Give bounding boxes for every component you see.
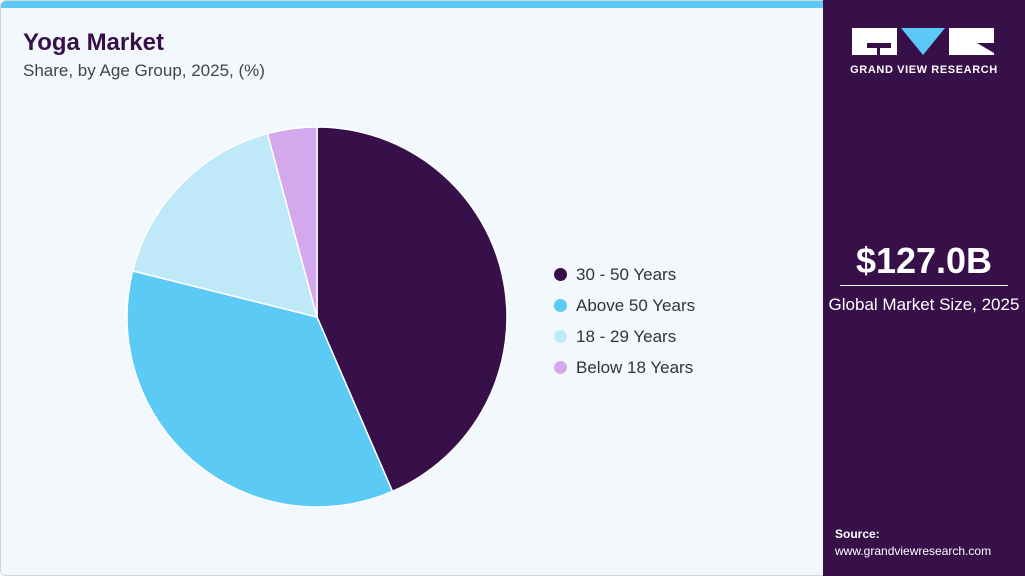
legend-item: Above 50 Years (554, 290, 695, 321)
market-size-value: $127.0B (855, 240, 993, 281)
chart-subtitle: Share, by Age Group, 2025, (%) (23, 61, 265, 80)
pie-chart (126, 126, 508, 508)
source-url[interactable]: www.grandviewresearch.com (835, 544, 992, 558)
source-label: Source: (835, 527, 880, 541)
pie-slice-below-18-years (266, 126, 318, 318)
pie-slice-above-50-years (126, 269, 394, 508)
grand-view-research-logo (852, 28, 994, 55)
legend-dot (554, 299, 567, 312)
legend-label: Below 18 Years (576, 357, 694, 377)
legend-item: 18 - 29 Years (554, 321, 695, 352)
pie-slice-18-29-years (131, 132, 319, 319)
source: Source: www.grandviewresearch.com (835, 526, 991, 560)
sidebar-panel: GRAND VIEW RESEARCH $127.0B Global Marke… (823, 0, 1025, 576)
legend-dot (554, 361, 567, 374)
market-size-label: Global Market Size, 2025 (828, 295, 1020, 314)
legend: 30 - 50 Years Above 50 Years 18 - 29 Years… (554, 259, 695, 383)
logo-text: GRAND VIEW RESEARCH (850, 64, 998, 76)
chart-title: Yoga Market (23, 29, 164, 56)
accent-bar (1, 1, 824, 8)
legend-label: Above 50 Years (576, 295, 696, 315)
legend-dot (554, 268, 567, 281)
legend-item: 30 - 50 Years (554, 259, 695, 290)
legend-dot (554, 330, 567, 343)
legend-label: 18 - 29 Years (576, 326, 677, 346)
pie-slice-30-50-years (316, 126, 508, 493)
legend-label: 30 - 50 Years (576, 264, 677, 284)
divider (840, 285, 1008, 286)
legend-item: Below 18 Years (554, 352, 695, 383)
